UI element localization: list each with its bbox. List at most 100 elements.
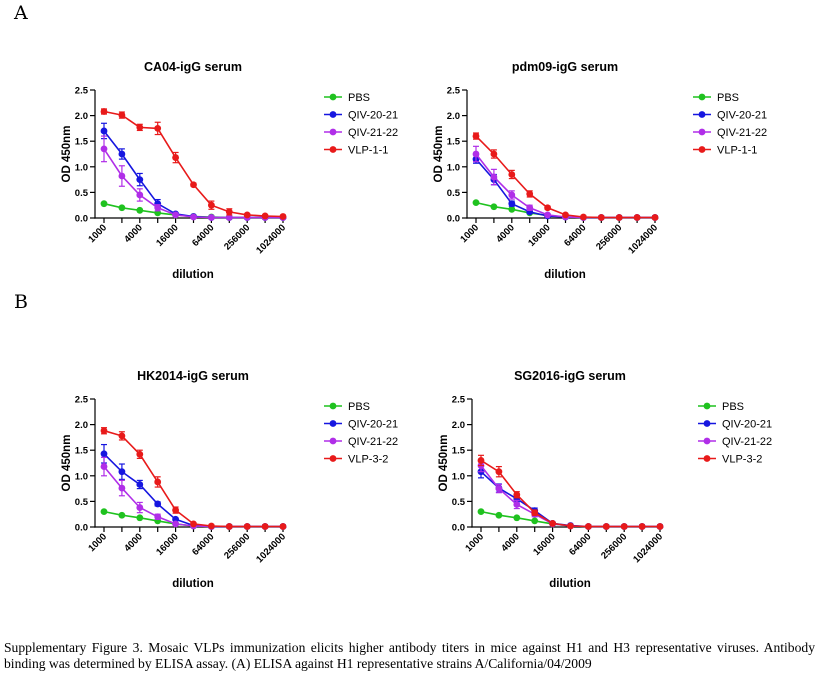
data-point xyxy=(154,500,162,508)
series-qiv-20-21 xyxy=(100,443,287,530)
x-tick-label: 4000 xyxy=(499,531,522,554)
legend-label: VLP-1-1 xyxy=(717,145,757,157)
data-point xyxy=(526,204,534,212)
data-point xyxy=(495,468,503,476)
legend-swatch-marker xyxy=(698,111,706,118)
legend-label: QIV-20-21 xyxy=(348,419,398,431)
series-qiv-21-22 xyxy=(100,456,287,530)
legend-swatch-marker xyxy=(329,420,337,427)
y-tick-label: 0.5 xyxy=(452,497,466,508)
y-tick-label: 0.5 xyxy=(447,188,461,199)
chart-title: SG2016-igG serum xyxy=(514,369,626,383)
data-point xyxy=(472,150,480,158)
y-tick-label: 0.0 xyxy=(75,214,88,225)
series-line xyxy=(103,110,284,218)
series-qiv-20-21 xyxy=(100,122,287,221)
data-point xyxy=(190,181,197,189)
data-point xyxy=(651,214,659,221)
y-tick-label: 0.0 xyxy=(447,214,460,225)
data-point xyxy=(243,211,251,219)
y-axis-title: OD 450nm xyxy=(61,126,73,183)
legend-label: QIV-20-21 xyxy=(722,419,772,431)
legend-swatch-marker xyxy=(329,455,337,462)
data-point xyxy=(508,171,516,178)
data-point xyxy=(136,504,144,511)
x-tick-label: 256000 xyxy=(594,222,624,252)
series-vlp-3-2 xyxy=(100,427,287,530)
legend-swatch-marker xyxy=(703,402,711,410)
x-tick-label: 1024000 xyxy=(254,531,288,565)
chart-title: HK2014-igG serum xyxy=(137,369,249,383)
data-point xyxy=(118,150,126,158)
data-point xyxy=(100,145,108,153)
data-point xyxy=(172,506,180,514)
legend-label: QIV-21-22 xyxy=(717,127,767,139)
series-line xyxy=(103,466,283,528)
series-qiv-21-22 xyxy=(477,458,664,530)
panel-label-b: B xyxy=(14,291,28,313)
legend-label: QIV-20-21 xyxy=(348,110,398,122)
x-tick-label: 1000 xyxy=(86,222,109,245)
legend-label: PBS xyxy=(348,401,370,413)
legend-swatch-marker xyxy=(329,111,337,118)
data-point xyxy=(136,481,144,488)
data-point xyxy=(225,214,233,221)
data-point xyxy=(154,513,162,521)
y-tick-label: 1.0 xyxy=(75,471,88,482)
chart-title: pdm09-igG serum xyxy=(512,60,618,74)
data-point xyxy=(472,132,480,140)
y-axis-title: OD 450nm xyxy=(433,126,445,183)
data-point xyxy=(567,522,574,530)
y-tick-label: 0.0 xyxy=(452,523,465,534)
data-point xyxy=(154,478,162,486)
data-point xyxy=(172,211,180,219)
series-qiv-21-22 xyxy=(472,145,659,221)
data-point xyxy=(513,514,521,522)
x-axis-title: dilution xyxy=(172,578,214,590)
data-point xyxy=(615,214,623,221)
legend-swatch-marker xyxy=(698,128,706,136)
data-point xyxy=(225,208,233,216)
data-point xyxy=(243,523,251,530)
chart-0: CA04-igG serum 0.0 0.5 1.0 1.5 2.0 2.5 1000 4000… xyxy=(61,60,398,281)
legend-label: PBS xyxy=(722,401,744,413)
x-tick-label: 16000 xyxy=(526,222,552,248)
y-tick-label: 2.0 xyxy=(447,111,460,122)
y-tick-label: 2.0 xyxy=(75,420,88,431)
data-point xyxy=(513,491,521,499)
y-tick-label: 2.5 xyxy=(447,86,461,97)
series-vlp-1-1 xyxy=(472,132,659,221)
figure-canvas: A B CA04-igG serum 0.0 0.5 1.0 1.5 2.0 2.5 1000… xyxy=(13,2,772,590)
legend-swatch-marker xyxy=(329,402,337,410)
legend-swatch-marker xyxy=(329,437,337,445)
y-tick-label: 2.5 xyxy=(452,395,466,406)
legend-label: VLP-3-2 xyxy=(722,454,762,466)
data-point xyxy=(656,523,664,530)
data-point xyxy=(136,450,144,458)
y-tick-label: 1.5 xyxy=(75,446,89,457)
data-point xyxy=(261,523,269,530)
data-point xyxy=(633,214,641,221)
legend-label: VLP-3-2 xyxy=(348,454,388,466)
chart-2: HK2014-igG serum 0.0 0.5 1.0 1.5 2.0 2.5 1000 40… xyxy=(61,369,398,590)
data-point xyxy=(477,457,485,464)
data-point xyxy=(638,523,646,530)
data-point xyxy=(172,520,180,528)
data-point xyxy=(508,191,516,199)
series-qiv-20-21 xyxy=(472,154,659,221)
series-vlp-1-1 xyxy=(100,108,287,220)
legend-label: QIV-21-22 xyxy=(348,127,398,139)
data-point xyxy=(136,206,144,214)
legend-swatch-marker xyxy=(703,437,711,445)
data-point xyxy=(544,204,551,212)
x-tick-label: 4000 xyxy=(122,531,145,554)
figure-caption: Supplementary Figure 3. Mosaic VLPs immu… xyxy=(4,640,815,671)
x-tick-label: 64000 xyxy=(562,222,588,248)
data-point xyxy=(136,176,144,184)
data-point xyxy=(490,173,498,181)
data-point xyxy=(597,214,605,221)
data-point xyxy=(208,522,215,530)
x-tick-label: 64000 xyxy=(190,531,216,557)
y-tick-label: 1.5 xyxy=(447,137,461,148)
data-point xyxy=(508,205,516,213)
